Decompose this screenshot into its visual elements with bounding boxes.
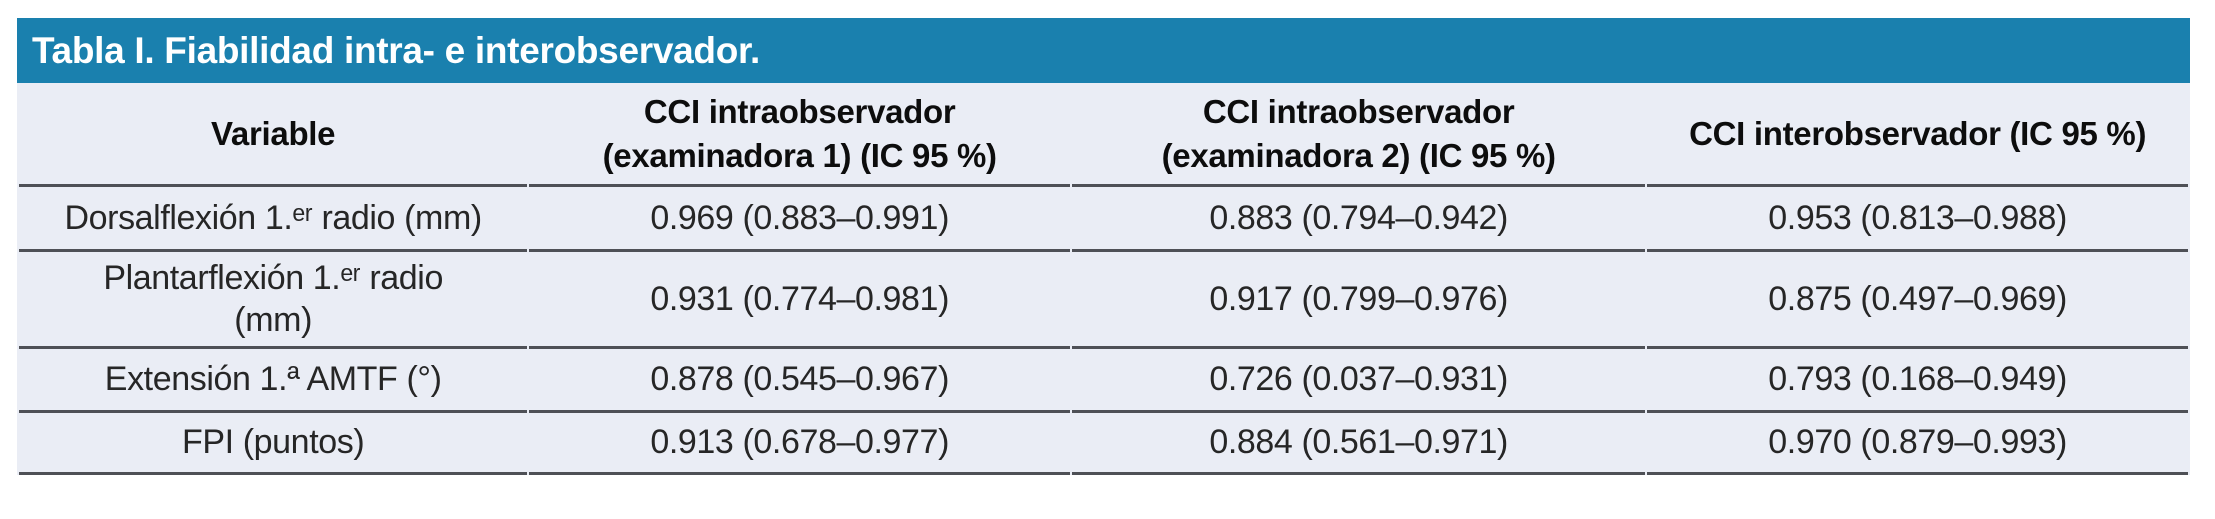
header-cell-cci-intra-examiner1: CCI intraobservador (examinadora 1) (IC … [529, 83, 1071, 187]
table-title: Tabla I. Fiabilidad intra- e interobserv… [32, 29, 761, 71]
header-row: Variable CCI intraobservador (examinador… [19, 83, 2188, 187]
cell-cci-intra2: 0.883 (0.794–0.942) [1072, 187, 1646, 252]
cell-cci-intra2: 0.917 (0.799–0.976) [1072, 252, 1646, 349]
cell-cci-intra1: 0.913 (0.678–0.977) [529, 413, 1071, 475]
table-figure: Tabla I. Fiabilidad intra- e interobserv… [17, 18, 2190, 475]
table-row-plantarflexion: Plantarflexión 1.ᵉʳ radio (mm) 0.931 (0.… [19, 252, 2188, 349]
header-cell-cci-inter: CCI interobservador (IC 95 %) [1647, 83, 2188, 187]
cell-cci-intra2: 0.884 (0.561–0.971) [1072, 413, 1646, 475]
cell-variable: Plantarflexión 1.ᵉʳ radio (mm) [19, 252, 528, 349]
table-title-bar: Tabla I. Fiabilidad intra- e interobserv… [17, 18, 2190, 83]
table-row-extension-amtf: Extensión 1.ª AMTF (°) 0.878 (0.545–0.96… [19, 349, 2188, 413]
cell-cci-inter: 0.970 (0.879–0.993) [1647, 413, 2188, 475]
cell-variable: FPI (puntos) [19, 413, 528, 475]
cell-cci-intra1: 0.878 (0.545–0.967) [529, 349, 1071, 413]
cell-variable: Extensión 1.ª AMTF (°) [19, 349, 528, 413]
table-row-fpi: FPI (puntos) 0.913 (0.678–0.977) 0.884 (… [19, 413, 2188, 475]
cell-variable: Dorsalflexión 1.ᵉʳ radio (mm) [19, 187, 528, 252]
header-cell-cci-intra-examiner2: CCI intraobservador (examinadora 2) (IC … [1072, 83, 1646, 187]
cell-cci-intra2: 0.726 (0.037–0.931) [1072, 349, 1646, 413]
cell-cci-inter: 0.953 (0.813–0.988) [1647, 187, 2188, 252]
reliability-table: Variable CCI intraobservador (examinador… [17, 83, 2190, 475]
cell-cci-inter: 0.875 (0.497–0.969) [1647, 252, 2188, 349]
cell-cci-intra1: 0.931 (0.774–0.981) [529, 252, 1071, 349]
cell-cci-intra1: 0.969 (0.883–0.991) [529, 187, 1071, 252]
table-row-dorsalflexion: Dorsalflexión 1.ᵉʳ radio (mm) 0.969 (0.8… [19, 187, 2188, 252]
header-cell-variable: Variable [19, 83, 528, 187]
cell-cci-inter: 0.793 (0.168–0.949) [1647, 349, 2188, 413]
